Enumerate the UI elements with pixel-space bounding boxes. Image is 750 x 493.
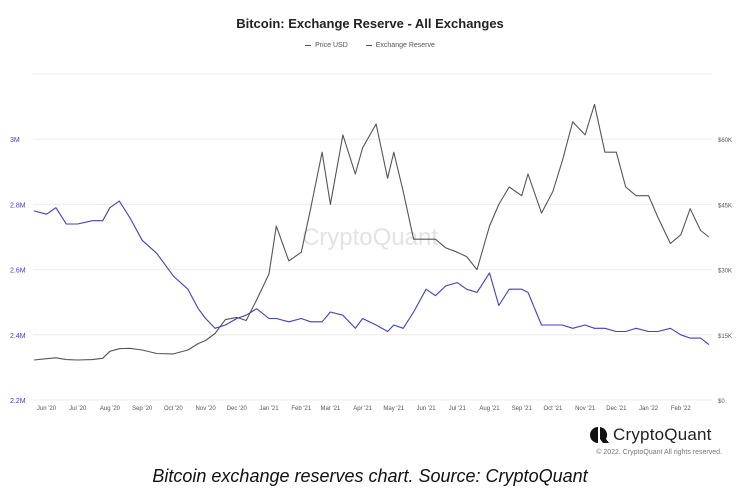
gridlines — [33, 73, 712, 401]
x-tick-label: Jan '21 — [259, 406, 279, 412]
y-right-tick-label: $45K — [718, 203, 732, 209]
y-left-tick-label: 2.2M — [10, 398, 26, 405]
legend-swatch-price — [305, 44, 312, 46]
axes: 2.2M 2.4M 2.6M 2.8M 3M $0 $15K $30K $45K $60K Jun … — [10, 137, 732, 412]
y-left-tick-label: 2.4M — [10, 333, 26, 340]
x-tick-label: Jan '22 — [639, 406, 659, 412]
x-tick-label: Feb '22 — [671, 406, 691, 412]
x-tick-label: Jun '20 — [37, 406, 57, 412]
figure-caption: Bitcoin exchange reserves chart. Source:… — [152, 466, 588, 486]
x-tick-label: Oct '21 — [543, 406, 562, 412]
cryptoquant-logo-icon — [590, 427, 609, 443]
x-tick-label: Jul '20 — [69, 406, 87, 412]
legend-label-reserve: Exchange Reserve — [375, 42, 435, 49]
legend-item-reserve[interactable]: Exchange Reserve — [365, 42, 435, 49]
x-tick-label: Sep '20 — [132, 406, 153, 412]
price-usd-line — [33, 103, 710, 361]
copyright-notice: © 2022. CryptoQuant All rights reserved. — [596, 449, 722, 456]
y-right-tick-label: $30K — [718, 269, 732, 275]
y-right-tick-label: $15K — [718, 334, 732, 340]
exchange-reserve-line — [33, 200, 710, 346]
x-tick-label: Sep '21 — [512, 406, 533, 412]
legend: Price USD Exchange Reserve — [0, 42, 740, 49]
x-tick-label: Feb '21 — [291, 406, 311, 412]
legend-item-price[interactable]: Price USD — [305, 42, 348, 49]
y-left-tick-label: 3M — [10, 137, 20, 144]
x-tick-label: Dec '20 — [227, 406, 248, 412]
x-tick-label: Oct '20 — [164, 406, 183, 412]
x-tick-label: May '21 — [383, 406, 404, 412]
legend-label-price: Price USD — [315, 42, 348, 49]
x-tick-label: Mar '21 — [320, 406, 340, 412]
x-tick-label: Jun '21 — [416, 406, 436, 412]
x-tick-label: Apr '21 — [353, 406, 372, 412]
watermark: CryptoQuant — [302, 224, 438, 251]
x-tick-label: Nov '20 — [196, 406, 217, 412]
x-tick-label: Dec '21 — [606, 406, 627, 412]
x-tick-label: Nov '21 — [575, 406, 596, 412]
cryptoquant-logo: CryptoQuant — [588, 425, 712, 445]
y-right-tick-label: $60K — [718, 138, 732, 144]
chart-title: Bitcoin: Exchange Reserve - All Exchange… — [236, 16, 504, 31]
y-left-tick-label: 2.6M — [10, 268, 26, 275]
y-left-tick-label: 2.8M — [10, 202, 26, 209]
logo-text: CryptoQuant — [613, 425, 712, 444]
legend-swatch-reserve — [365, 44, 372, 46]
x-tick-label: Aug '20 — [100, 406, 121, 412]
series-lines — [33, 103, 710, 361]
x-tick-label: Aug '21 — [479, 406, 500, 412]
y-right-tick-label: $0 — [718, 399, 725, 405]
x-tick-label: Jul '21 — [449, 406, 467, 412]
